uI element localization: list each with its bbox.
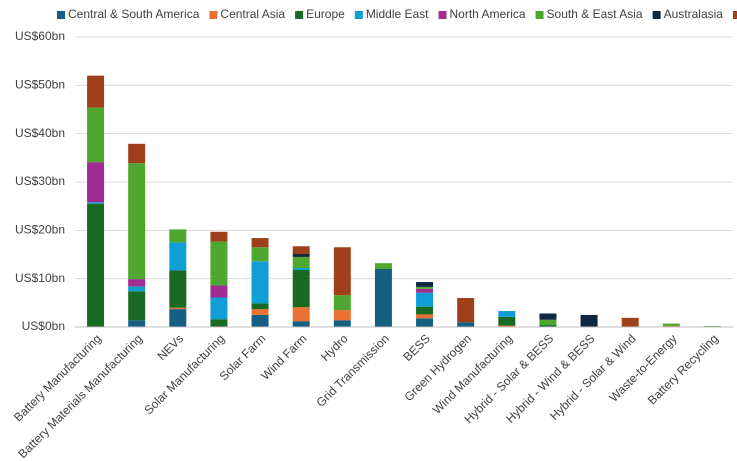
bar-segment: [169, 229, 187, 243]
bar-segment: [662, 323, 680, 327]
bar-segment: [621, 317, 639, 327]
bar-segment: [416, 288, 434, 293]
legend-label: Central Asia: [220, 7, 285, 21]
x-tick-label: Solar Manufacturing: [141, 331, 227, 417]
bar-segment: [292, 256, 310, 269]
bar-segment: [292, 321, 310, 327]
bar-segment: [416, 282, 434, 287]
bar-segment: [87, 75, 105, 108]
bar-segment: [87, 203, 105, 327]
legend-label: South & East Asia: [547, 7, 643, 21]
bar-segment: [292, 246, 310, 255]
bar-segment: [498, 311, 516, 317]
bar-segment: [457, 298, 475, 323]
legend-marker: [295, 11, 304, 19]
bar-segment: [333, 247, 351, 296]
bar-segment: [374, 263, 392, 269]
bar-segment: [292, 307, 310, 322]
bar-segment: [251, 303, 269, 310]
bar-segment: [210, 241, 228, 286]
legend-marker: [535, 11, 544, 19]
bar-segment: [169, 309, 187, 327]
bar-segment: [333, 310, 351, 321]
bar-segment: [498, 316, 516, 326]
bar-segment: [169, 270, 187, 308]
bar-segment: [292, 254, 310, 257]
y-tick-label: US$50bn: [15, 78, 65, 92]
bar-segment: [169, 307, 187, 310]
bar-segment: [333, 320, 351, 327]
legend-marker: [209, 11, 218, 19]
bar-segment: [210, 285, 228, 298]
bar-segment: [374, 269, 392, 327]
bar-segment: [128, 279, 146, 287]
legend-marker: [652, 11, 661, 19]
bar-segment: [580, 314, 598, 327]
bar-segment: [210, 319, 228, 327]
legend-marker: [732, 11, 737, 19]
bar-segment: [539, 313, 557, 320]
x-tick-label: NEVs: [155, 331, 187, 363]
bar-segment: [251, 238, 269, 248]
bar-segment: [416, 286, 434, 289]
y-tick-label: US$40bn: [15, 126, 65, 140]
bar-segment: [210, 231, 228, 242]
bar-segment: [457, 322, 475, 327]
y-tick-label: US$0bn: [22, 319, 65, 333]
y-tick-label: US$20bn: [15, 223, 65, 237]
legend-marker: [57, 11, 65, 19]
legend-label: Europe: [306, 7, 345, 21]
y-tick-label: US$30bn: [15, 174, 65, 188]
x-tick-label: Battery Recycling: [645, 331, 721, 407]
legend-label: Central & South America: [68, 7, 200, 21]
legend-marker: [354, 11, 363, 19]
bar-segment: [128, 291, 146, 321]
bar-segment: [416, 292, 434, 307]
bar-segment: [416, 318, 434, 327]
bar-segment: [498, 325, 516, 327]
bar-segment: [87, 107, 105, 163]
bar-segment: [416, 306, 434, 315]
bar-segment: [128, 320, 146, 327]
bar-segment: [87, 202, 105, 204]
bar-segment: [128, 143, 146, 164]
bar-segment: [333, 295, 351, 311]
y-tick-label: US$10bn: [15, 271, 65, 285]
bar-segment: [210, 297, 228, 320]
bar-segment: [251, 261, 269, 304]
x-tick-label: BESS: [400, 331, 433, 364]
legend-marker: [438, 11, 447, 19]
legend-label: Middle East: [366, 7, 429, 21]
bar-segment: [169, 242, 187, 271]
x-tick-label: Hydro: [318, 331, 351, 364]
bar-segment: [128, 163, 146, 280]
bar-segment: [539, 319, 557, 326]
y-tick-label: US$60bn: [15, 29, 65, 43]
bar-segment: [251, 309, 269, 315]
bar-segment: [128, 286, 146, 292]
bar-segment: [416, 314, 434, 319]
bar-segment: [251, 247, 269, 262]
legend-label: North America: [450, 7, 526, 21]
bar-segment: [539, 325, 557, 327]
bar-segment: [87, 162, 105, 203]
legend-label: Australasia: [664, 7, 724, 21]
x-tick-label: Grid Transmission: [314, 331, 392, 409]
bar-segment: [292, 269, 310, 308]
bar-segment: [251, 314, 269, 327]
bar-segment: [292, 268, 310, 270]
